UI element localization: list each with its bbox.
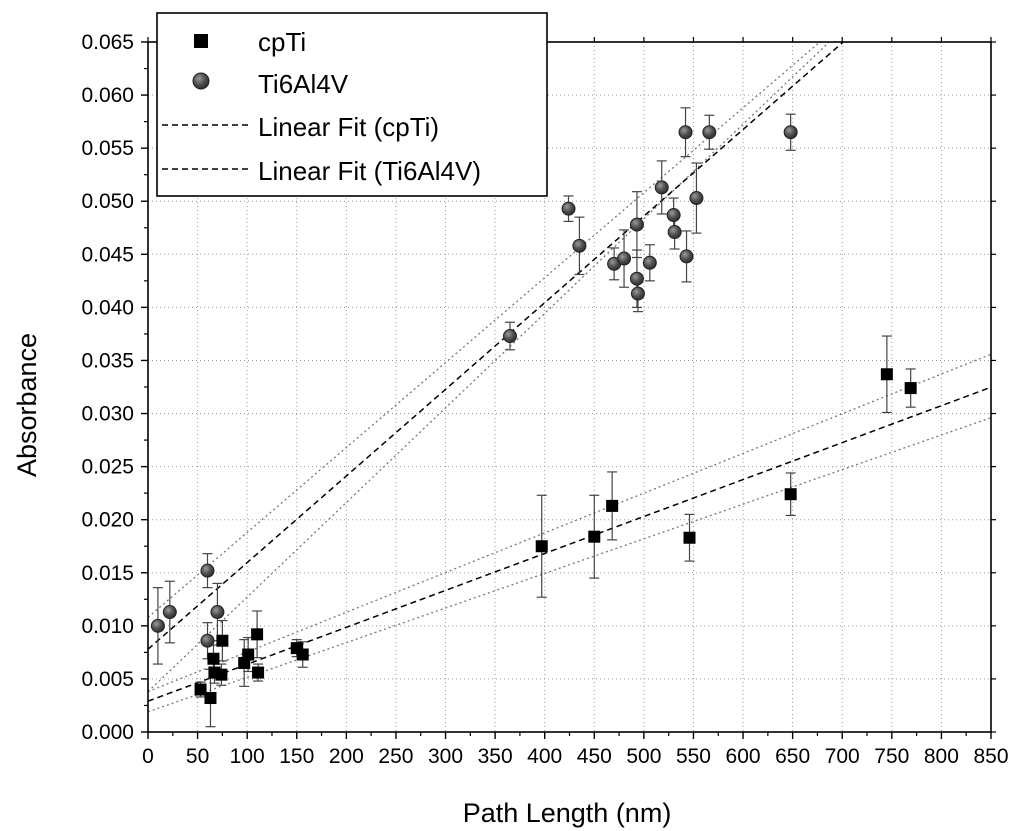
x-tick-label: 850 (973, 745, 1008, 768)
point-ti6al4v (200, 563, 215, 578)
y-tick-labels: 0.000 0.005 0.010 0.015 0.020 0.025 0.030 0.035… (81, 31, 134, 744)
legend-label-fit-cpti: Linear Fit (cpTi) (258, 112, 439, 142)
x-tick-labels: 0 50 100 150 200 250 300 350 400 450 500 550 600 650 7… (142, 745, 1008, 768)
point-ti6al4v (162, 605, 177, 620)
point-ti6al4v (630, 286, 645, 301)
point-ti6al4v (629, 271, 644, 286)
legend-marker-cpti (194, 34, 208, 48)
x-tick-label: 400 (527, 745, 562, 768)
point-ti6al4v (200, 633, 215, 648)
x-tick-label: 300 (428, 745, 463, 768)
point-cpti (904, 382, 917, 395)
legend-marker-ti6al4v (192, 72, 210, 90)
linear-fit-cpti (148, 386, 991, 702)
x-tick-label: 750 (874, 745, 909, 768)
y-tick-label: 0.045 (81, 243, 134, 266)
x-tick-label: 150 (279, 745, 314, 768)
y-tick-label: 0.035 (81, 349, 134, 372)
legend-label-fit-ti6al4v: Linear Fit (Ti6Al4V) (258, 156, 481, 186)
y-axis-label: Absorbance (12, 333, 42, 477)
point-ti6al4v (150, 618, 165, 633)
point-cpti (251, 628, 264, 641)
point-cpti (252, 666, 265, 679)
fit-upper-band-cpti (148, 353, 991, 693)
y-tick-label: 0.015 (81, 562, 134, 585)
y-tick-label: 0.010 (81, 615, 134, 638)
y-tick-label: 0.000 (81, 721, 134, 744)
x-tick-label: 600 (726, 745, 761, 768)
data-markers (150, 125, 917, 705)
y-tick-label: 0.005 (81, 668, 134, 691)
x-tick-label: 250 (378, 745, 413, 768)
point-cpti (207, 652, 220, 665)
y-tick-label: 0.060 (81, 84, 134, 107)
x-tick-label: 800 (924, 745, 959, 768)
point-cpti (215, 668, 228, 681)
point-ti6al4v (642, 255, 657, 270)
point-cpti (683, 531, 696, 544)
point-ti6al4v (502, 329, 517, 344)
point-ti6al4v (678, 125, 693, 140)
fit-lower-band-cpti (148, 417, 991, 713)
point-cpti (588, 530, 601, 543)
point-cpti (784, 488, 797, 501)
x-tick-label: 200 (329, 745, 364, 768)
legend-label-cpti: cpTi (258, 27, 306, 57)
y-tick-label: 0.065 (81, 31, 134, 54)
y-tick-label: 0.020 (81, 509, 134, 532)
y-tick-label: 0.050 (81, 190, 134, 213)
point-ti6al4v (666, 208, 681, 223)
point-ti6al4v (561, 201, 576, 216)
y-tick-label: 0.040 (81, 296, 134, 319)
point-ti6al4v (629, 217, 644, 232)
x-tick-label: 550 (676, 745, 711, 768)
x-axis-label: Path Length (nm) (463, 798, 672, 828)
x-tick-label: 100 (230, 745, 265, 768)
y-tick-label: 0.025 (81, 456, 134, 479)
point-cpti (535, 540, 548, 553)
x-tick-label: 350 (478, 745, 513, 768)
error-bars (152, 107, 916, 728)
point-cpti (204, 692, 217, 705)
point-ti6al4v (679, 249, 694, 264)
x-tick-label: 450 (577, 745, 612, 768)
legend-box (156, 12, 548, 197)
point-cpti (216, 634, 229, 647)
point-ti6al4v (702, 125, 717, 140)
point-cpti (296, 648, 309, 661)
point-cpti (194, 683, 207, 696)
x-tick-label: 500 (626, 745, 661, 768)
x-tick-label: 50 (186, 745, 209, 768)
y-tick-label: 0.030 (81, 403, 134, 426)
point-cpti (242, 648, 255, 661)
x-tick-label: 700 (825, 745, 860, 768)
point-ti6al4v (667, 225, 682, 240)
point-cpti (880, 368, 893, 381)
y-tick-label: 0.055 (81, 137, 134, 160)
point-ti6al4v (689, 191, 704, 206)
point-ti6al4v (210, 605, 225, 620)
point-cpti (606, 499, 619, 512)
legend-label-ti6al4v: Ti6Al4V (258, 69, 349, 99)
legend: cpTi Ti6Al4V Linear Fit (cpTi) Linear Fi… (156, 12, 548, 197)
point-ti6al4v (617, 251, 632, 266)
x-tick-label: 0 (142, 745, 154, 768)
point-ti6al4v (783, 125, 798, 140)
fit-lines (148, 42, 991, 713)
x-tick-label: 650 (775, 745, 810, 768)
point-ti6al4v (572, 238, 587, 253)
point-ti6al4v (654, 180, 669, 195)
